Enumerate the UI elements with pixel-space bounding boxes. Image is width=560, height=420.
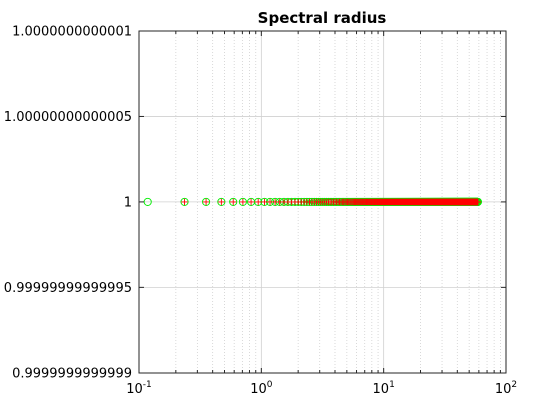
y-tick-label: 1 <box>124 195 132 210</box>
chart-title: Spectral radius <box>258 9 387 27</box>
data-point-circle <box>180 197 189 206</box>
data-point-plus <box>181 198 188 206</box>
data-point-plus <box>474 198 482 206</box>
data-point-circle <box>217 197 226 206</box>
data-point-plus <box>254 198 262 206</box>
labels-layer: 10-1 100 101 102 1.0000000000001 1.0000000000… <box>4 25 517 398</box>
x-tick-label: 10-1 <box>126 380 152 397</box>
data-point-plus <box>230 198 237 206</box>
data-point-plus <box>239 198 247 206</box>
data-point-circle <box>202 197 211 206</box>
y-tick-label: 1.0000000000001 <box>12 25 132 40</box>
marks-layer <box>143 197 482 206</box>
data-point-circle <box>238 197 247 206</box>
data-point-plus <box>218 198 225 206</box>
data-point-plus <box>247 198 255 206</box>
y-tick-label: 0.9999999999999 <box>12 367 132 382</box>
y-tick-label: 0.99999999999995 <box>4 281 132 296</box>
x-tick-label: 101 <box>373 380 395 397</box>
data-point-circle <box>229 197 238 206</box>
data-point-circle <box>143 197 152 206</box>
data-point-plus <box>261 198 268 206</box>
x-tick-label: 100 <box>250 380 273 397</box>
y-tick-label: 1.00000000000005 <box>4 110 132 125</box>
data-point-plus <box>202 198 210 206</box>
x-tick-label: 102 <box>495 380 517 397</box>
axes-layer <box>138 30 507 374</box>
